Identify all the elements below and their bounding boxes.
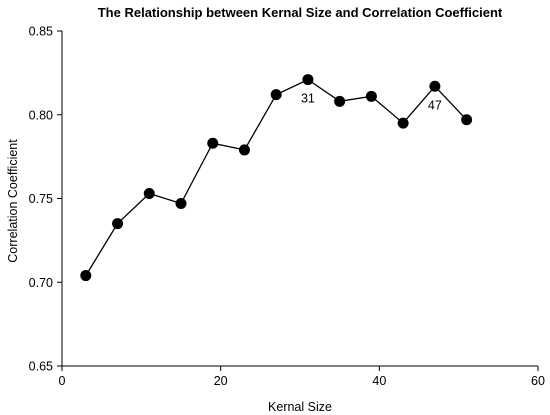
y-tick-label: 0.85 <box>29 25 53 39</box>
x-tick-label: 20 <box>214 374 228 388</box>
data-point <box>365 90 377 102</box>
y-axis-label: Correlation Coefficient <box>6 139 20 263</box>
data-point <box>334 95 346 107</box>
data-point <box>143 187 155 199</box>
data-point <box>80 270 92 282</box>
annotation-layer: 31 47 <box>301 92 442 113</box>
x-tick-label: 0 <box>59 374 66 388</box>
chart-title: The Relationship between Kernal Size and… <box>98 5 503 20</box>
data-point <box>302 74 314 86</box>
data-point <box>270 89 282 101</box>
data-label: 47 <box>428 98 442 112</box>
data-label: 31 <box>301 92 315 106</box>
data-point <box>397 117 409 129</box>
data-point <box>238 144 250 156</box>
axes: 0.65 0.70 0.75 0.80 0.85 0 20 40 60 <box>29 25 545 389</box>
data-point <box>112 218 124 230</box>
data-point <box>207 137 219 149</box>
x-tick-label: 40 <box>372 374 386 388</box>
y-tick-label: 0.80 <box>29 108 53 122</box>
y-tick-label: 0.70 <box>29 276 53 290</box>
series-layer <box>80 74 473 282</box>
series-line <box>85 78 468 276</box>
data-point <box>461 114 473 126</box>
data-point <box>175 198 187 210</box>
x-tick-label: 60 <box>531 374 545 388</box>
y-tick-label: 0.75 <box>29 192 53 206</box>
x-axis-label: Kernal Size <box>268 400 332 414</box>
data-point <box>429 80 441 92</box>
y-tick-label: 0.65 <box>29 360 53 374</box>
